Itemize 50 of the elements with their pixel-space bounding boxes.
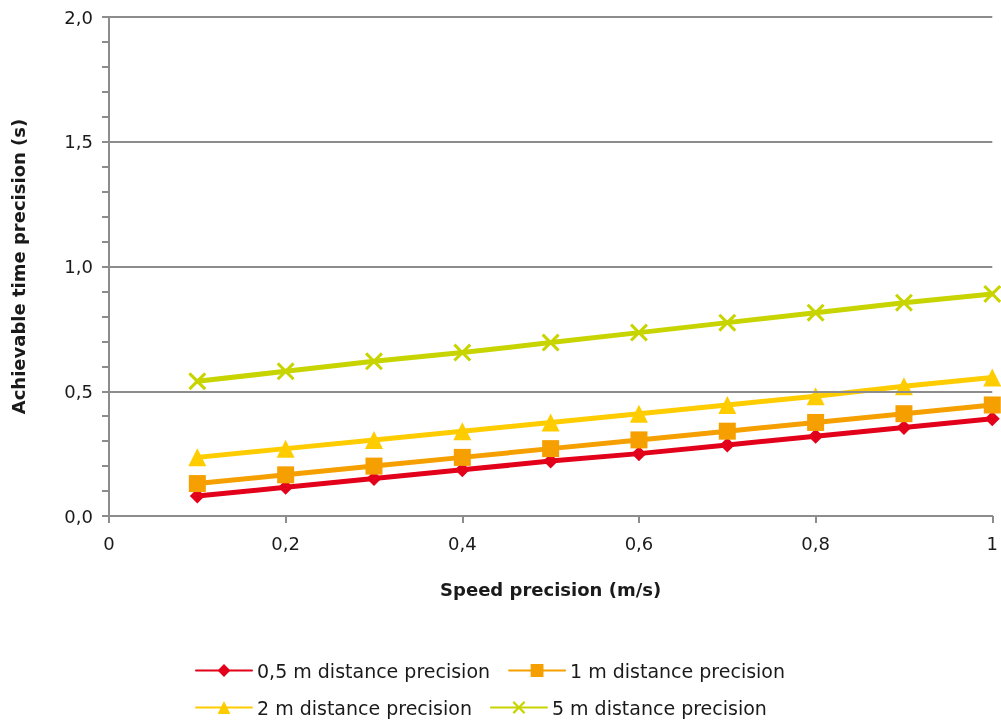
point [541,413,560,432]
point [718,422,736,440]
y-tick-label: 1,5 [64,131,93,153]
point [806,387,825,406]
x-tick-label: 0 [103,532,115,554]
x-tick-label: 0,8 [801,532,830,554]
point [631,446,647,462]
x-axis-title: Speed precision (m/s) [440,578,662,600]
y-tick-label: 2,0 [64,6,93,28]
point [276,439,295,458]
point [364,352,383,371]
point [806,303,825,322]
point [630,431,648,449]
legend-label: 5 m distance precision [551,696,767,719]
point [365,457,383,475]
point [718,313,737,332]
y-tick-label: 1,0 [64,256,93,277]
x-tick-label: 1 [986,532,998,554]
point [188,475,206,493]
legend-label: 0,5 m distance precision [257,659,491,682]
point [983,396,1001,414]
point [983,368,1001,387]
point [629,404,648,423]
point [895,405,913,423]
point [718,395,737,414]
point [719,437,735,453]
point [807,413,825,431]
point [453,448,471,466]
point [629,323,648,342]
point [364,430,383,449]
x-tick-label: 0,2 [271,532,300,554]
y-tick-label: 0,0 [64,505,93,527]
y-tick-label: 0,5 [64,380,93,402]
point [808,428,824,444]
point [453,343,472,362]
point [453,422,472,441]
x-tick-label: 0,6 [624,532,654,554]
y-axis-title: Achievable time precision (s) [7,118,29,415]
point [983,284,1001,303]
point [277,466,295,484]
point [276,362,295,381]
point [188,448,207,467]
point [188,372,207,391]
x-tick-label: 0,4 [447,532,477,554]
point [894,293,913,312]
point [541,333,560,352]
point [984,411,1000,427]
legend-label: 2 m distance precision [257,696,472,719]
point [542,440,560,458]
legend-label: 1 m distance precision [570,659,785,682]
